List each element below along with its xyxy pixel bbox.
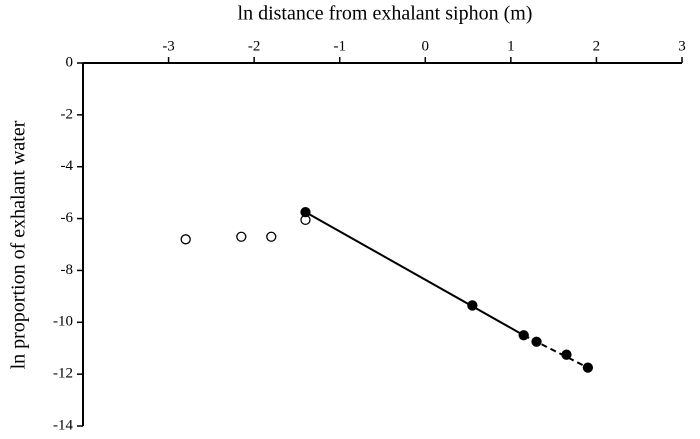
y-tick-label: -12: [53, 366, 73, 382]
filled-point: [531, 336, 542, 347]
x-tick-label: -3: [162, 38, 175, 54]
fit-line: [304, 211, 525, 337]
filled-point: [467, 300, 478, 311]
x-tick-label: 1: [507, 38, 515, 54]
filled-point: [582, 362, 594, 373]
open-point: [236, 231, 247, 242]
y-tick-label: -4: [61, 158, 74, 174]
filled-point: [518, 330, 529, 341]
y-tick-label: -14: [53, 417, 73, 433]
filled-point: [300, 206, 311, 218]
y-tick-label: -8: [61, 262, 74, 278]
y-tick-label: 0: [66, 54, 74, 70]
x-tick-label: -2: [248, 38, 261, 54]
open-point: [266, 231, 277, 242]
y-tick-label: -10: [53, 314, 73, 330]
y-tick-label: -2: [61, 106, 74, 122]
x-tick-label: -1: [333, 38, 346, 54]
y-tick-label: -6: [61, 210, 74, 226]
x-axis-label: ln distance from exhalant siphon (m): [238, 3, 533, 25]
x-tick-label: 0: [422, 38, 430, 54]
filled-point: [561, 349, 572, 360]
y-axis-label: ln proportion of exhalant water: [8, 120, 30, 369]
x-tick-label: 2: [593, 38, 601, 54]
x-tick-label: 3: [678, 38, 686, 54]
open-point: [180, 234, 191, 245]
